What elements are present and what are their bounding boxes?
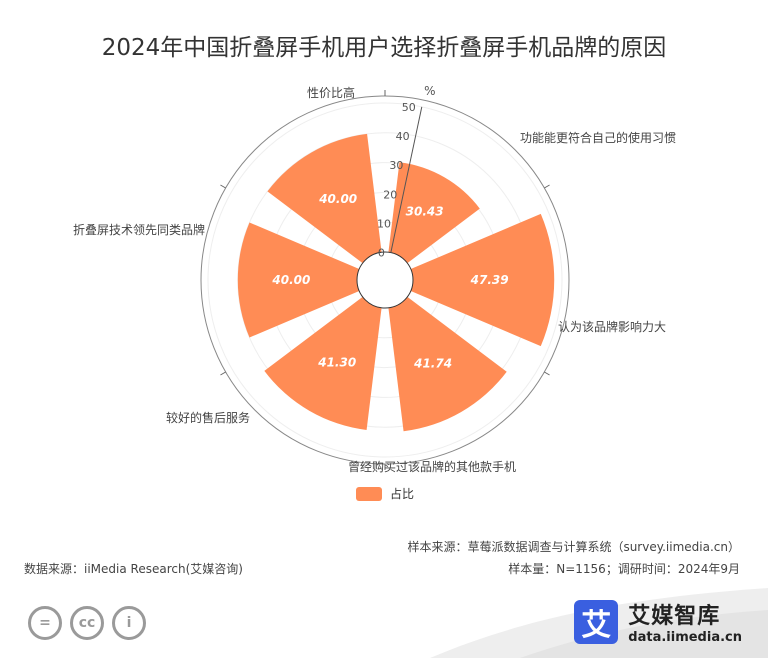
radial-tick-label: 50	[402, 101, 416, 114]
bar-4	[237, 222, 360, 338]
radial-axis	[390, 106, 423, 253]
bar-3	[264, 296, 382, 430]
value-label-0: 30.43	[406, 204, 444, 218]
category-label-2: 认为该品牌影响力大	[558, 319, 666, 334]
category-label-0: 性价比高	[307, 85, 355, 100]
legend[interactable]: 占比	[356, 485, 414, 502]
category-label-1: 功能能更符合自己的使用习惯	[520, 130, 676, 145]
angle-tick	[544, 371, 550, 376]
polar-bar-chart: 30.43 47.39 41.74 41.30 40.00 40.00 0 10 20 30 40 5…	[73, 84, 676, 474]
value-label-4: 40.00	[271, 273, 310, 287]
equals-icon: =	[28, 606, 62, 640]
angle-tick	[544, 184, 550, 189]
person-icon: i	[112, 606, 146, 640]
sample-source: 样本来源：草莓派数据调查与计算系统（survey.iimedia.cn）	[407, 540, 740, 554]
category-label-4: 较好的售后服务	[166, 410, 250, 425]
value-label-3: 41.30	[317, 356, 356, 370]
bar-1	[410, 213, 555, 347]
radial-tick-label: 30	[389, 159, 403, 172]
bar-0	[388, 162, 480, 264]
radial-tick-label: 0	[378, 247, 385, 260]
angle-tick	[220, 371, 226, 376]
brand-mark: 艾	[574, 599, 619, 644]
brand-logo: 艾 艾媒智库 data.iimedia.cn	[574, 598, 742, 645]
value-label-1: 47.39	[470, 273, 509, 287]
category-label-5: 折叠屏技术领先同类品牌	[73, 222, 205, 237]
value-label-5: 40.00	[318, 192, 357, 206]
brand-url: data.iimedia.cn	[628, 630, 742, 645]
radial-tick-label: 40	[396, 130, 410, 143]
bar-2	[388, 296, 507, 432]
radial-tick-label: 10	[377, 217, 391, 230]
legend-label: 占比	[390, 487, 415, 501]
chart-title: 2024年中国折叠屏手机用户选择折叠屏手机品牌的原因	[101, 35, 667, 61]
brand-name: 艾媒智库	[628, 604, 721, 629]
license-icons: = cc i	[28, 606, 146, 640]
radial-tick-label: 20	[383, 188, 397, 201]
bar-5	[267, 133, 382, 264]
radial-unit-label: %	[424, 84, 435, 98]
polar-center	[356, 251, 414, 309]
grid-ring	[207, 102, 563, 458]
legend-swatch	[356, 486, 382, 501]
value-label-2: 41.74	[413, 356, 452, 370]
category-label-3: 曾经购买过该品牌的其他款手机	[348, 459, 516, 474]
angle-tick	[220, 184, 226, 189]
sample-size: 样本量：N=1156；调研时间：2024年9月	[508, 562, 740, 576]
cc-icon: cc	[70, 606, 104, 640]
data-source: 数据来源：iiMedia Research(艾媒咨询)	[24, 562, 243, 576]
